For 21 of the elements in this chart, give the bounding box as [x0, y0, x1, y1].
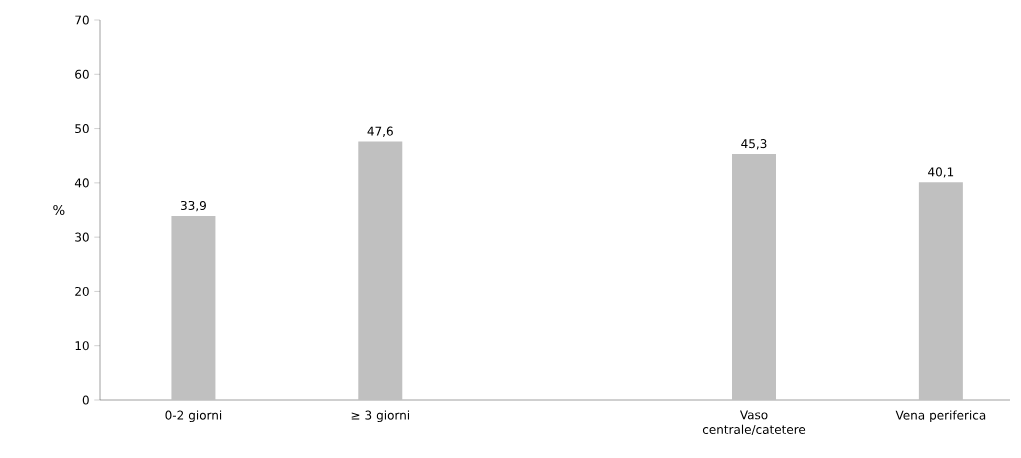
y-tick-label: 40 [74, 178, 89, 188]
bar [918, 182, 963, 400]
bar [732, 154, 777, 400]
x-tick-label: Vena periferica [895, 410, 986, 423]
bar [171, 215, 216, 400]
data-label: 47,6 [367, 126, 393, 137]
y-tick-label: 60 [75, 69, 89, 79]
x-tick-label: Vaso centrale/catetere [702, 410, 806, 435]
y-tick-label: 50 [75, 124, 89, 134]
bar [358, 141, 403, 400]
y-tick-label: 30 [75, 232, 89, 242]
data-label: 45,3 [741, 139, 767, 150]
y-tick-label: 10 [75, 341, 89, 351]
y-tick-label: 20 [75, 286, 89, 296]
y-tick-label: 0 [82, 395, 89, 405]
x-tick-label: ≥ 3 giorni [351, 410, 410, 423]
data-label: 33,9 [180, 200, 206, 212]
y-tick-label: 70 [75, 15, 89, 25]
data-label: 40,1 [928, 167, 954, 178]
y-axis-title: % [53, 204, 65, 216]
x-tick-label: 0-2 giorni [165, 410, 222, 423]
